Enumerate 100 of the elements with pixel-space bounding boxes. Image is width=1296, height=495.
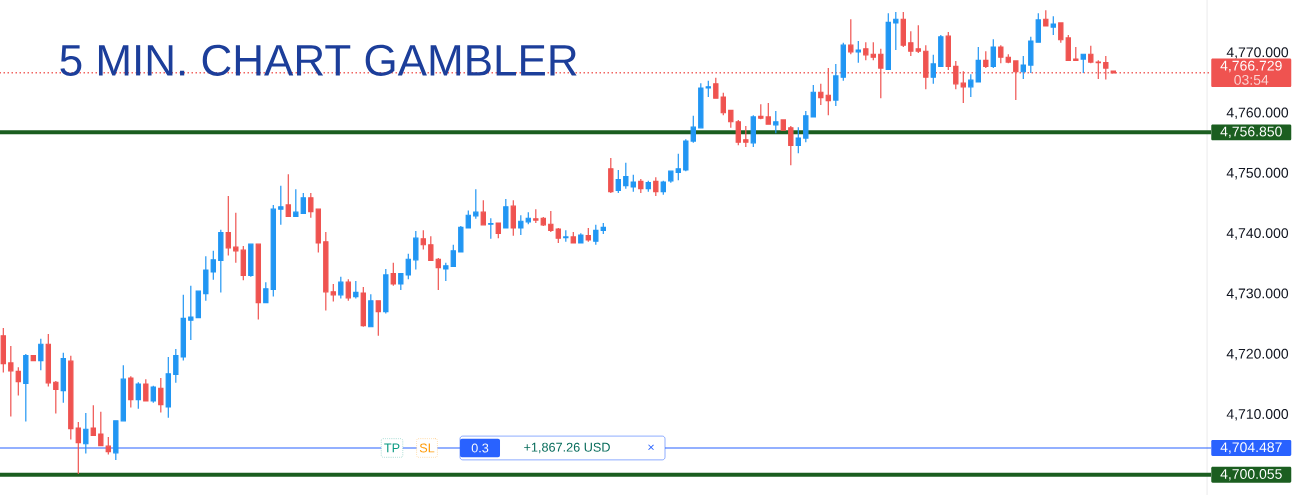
candlestick	[143, 378, 149, 402]
candlestick	[653, 176, 659, 197]
candlestick	[683, 138, 689, 172]
candlestick	[158, 377, 164, 413]
candlestick	[450, 244, 457, 268]
candlestick	[1020, 55, 1026, 80]
candlestick	[240, 245, 247, 281]
candlestick	[945, 31, 951, 71]
candlestick	[308, 192, 314, 219]
candlestick	[368, 293, 374, 328]
candlestick	[465, 209, 472, 229]
candlestick	[773, 110, 779, 134]
y-tick-label: 4,710.000	[1226, 409, 1289, 421]
candlestick	[735, 119, 741, 146]
candlestick	[1035, 12, 1041, 43]
ref-line-label: 4,756.850	[1220, 126, 1282, 139]
candlestick	[758, 103, 764, 120]
candlestick	[120, 364, 127, 422]
candlestick	[503, 198, 509, 229]
candlestick	[443, 262, 449, 282]
candlestick	[413, 230, 419, 271]
candlestick	[263, 281, 269, 304]
candlestick	[765, 102, 771, 125]
candlestick	[315, 208, 322, 254]
candlestick	[840, 42, 846, 82]
ref-line-label: 4,704.487	[1220, 442, 1282, 454]
candlestick	[278, 185, 284, 226]
text: 03:54	[1234, 74, 1269, 85]
candlestick	[720, 92, 727, 116]
candlestick	[195, 290, 202, 319]
candlestick	[98, 411, 104, 447]
candlestick	[293, 188, 299, 218]
candlestick	[128, 375, 134, 409]
candlestick	[53, 380, 59, 415]
ref-line-label: 4,700.055	[1220, 468, 1282, 481]
candlestick	[975, 46, 981, 83]
candlestick	[780, 119, 786, 132]
candlestick	[188, 285, 194, 341]
annotation: 0.3	[471, 443, 489, 453]
ref-line-label: 4,766.729	[1220, 60, 1282, 73]
candlestick	[248, 243, 254, 278]
candlestick	[495, 222, 502, 239]
candlestick	[938, 34, 944, 67]
candlestick	[968, 73, 974, 98]
candlestick	[803, 110, 809, 143]
candlestick	[165, 356, 172, 419]
candlestick	[638, 178, 644, 194]
candlestick	[593, 224, 599, 246]
candlestick	[623, 162, 629, 190]
candlestick	[83, 412, 89, 454]
candlestick	[1028, 36, 1034, 74]
candlestick	[690, 115, 696, 144]
candlestick	[668, 170, 674, 184]
candlestick	[173, 348, 179, 384]
candlestick	[210, 250, 217, 281]
candlestick	[8, 345, 14, 418]
candlestick	[788, 125, 794, 166]
candlestick	[113, 420, 119, 461]
candlestick	[630, 174, 636, 193]
candlestick	[338, 276, 344, 300]
y-tick-label: 4,720.000	[1226, 348, 1289, 361]
candlestick	[930, 54, 936, 85]
y-tick-label: 4,740.000	[1226, 228, 1289, 240]
candlestick	[743, 125, 749, 148]
candlestick	[750, 114, 756, 148]
candlestick	[915, 24, 921, 54]
annotation: SL	[419, 443, 435, 453]
candlestick	[548, 210, 554, 233]
candlestick	[645, 180, 651, 193]
candlestick	[885, 12, 891, 70]
candlestick	[615, 169, 622, 194]
y-tick-label: 4,730.000	[1226, 288, 1289, 300]
candlestick	[893, 11, 899, 51]
candlestick	[488, 217, 494, 240]
candlestick	[518, 214, 524, 236]
y-tick-label: 4,750.000	[1226, 167, 1289, 180]
candlestick	[660, 180, 667, 196]
candlestick	[878, 48, 884, 99]
candlestick	[585, 227, 591, 243]
candlestick	[563, 229, 569, 243]
candlestick	[150, 385, 157, 404]
candlestick	[1050, 15, 1056, 36]
candlestick	[578, 232, 584, 244]
candlestick	[705, 80, 711, 98]
candlestick	[1065, 34, 1071, 62]
candlestick	[480, 199, 486, 226]
candlestick	[75, 421, 82, 475]
candlestick	[1005, 53, 1011, 64]
candlestick	[848, 18, 854, 55]
candlestick	[540, 216, 546, 227]
annotation: +1,867.26 USD	[524, 442, 610, 454]
candlestick	[60, 352, 67, 404]
candlestick	[795, 126, 801, 154]
candlestick	[360, 286, 367, 328]
candlestick	[983, 50, 989, 69]
candlestick	[375, 299, 382, 337]
candlestick	[810, 84, 816, 118]
candlestick	[105, 436, 112, 456]
candlestick	[398, 272, 404, 291]
candlestick	[38, 338, 44, 371]
